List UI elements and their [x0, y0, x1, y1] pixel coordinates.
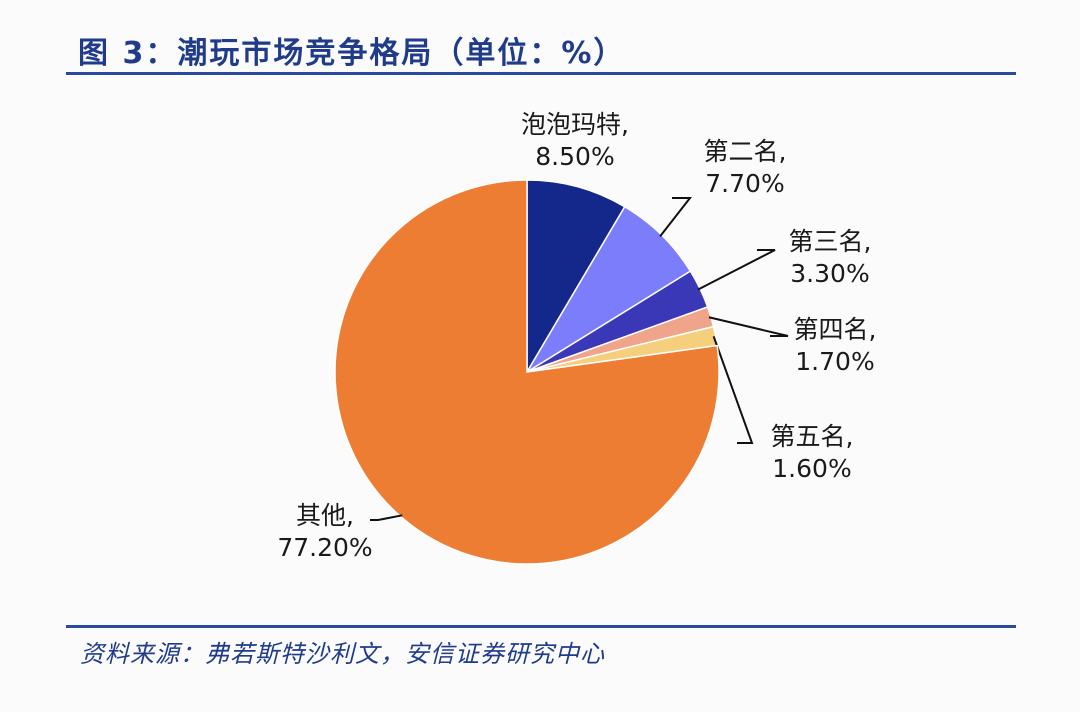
pie-slice — [526, 179, 626, 375]
slice-label: 第四名, — [794, 315, 877, 344]
leader-line — [659, 197, 693, 238]
slice-value-label: 8.50% — [535, 142, 614, 171]
chart-title: 图 3：潮玩市场竞争格局（单位：%） — [78, 36, 626, 71]
source-note: 资料来源：弗若斯特沙利文，安信证券研究中心 — [80, 640, 605, 668]
slice-label: 第五名, — [771, 422, 854, 451]
pie-slice — [334, 179, 720, 565]
slice-value-label: 3.30% — [790, 259, 869, 288]
slice-value-label: 1.60% — [772, 454, 851, 483]
slice-label: 其他, — [296, 501, 354, 530]
leader-line — [370, 514, 403, 521]
leader-line — [697, 249, 776, 291]
slice-value-label: 1.70% — [795, 347, 874, 376]
leader-line — [712, 336, 754, 444]
leader-line — [708, 316, 789, 337]
title-divider — [66, 72, 1016, 75]
source-divider — [66, 625, 1016, 628]
slice-label: 泡泡玛特, — [521, 110, 629, 139]
slice-value-label: 77.20% — [277, 533, 372, 562]
slice-value-label: 7.70% — [705, 169, 784, 198]
slice-label: 第三名, — [789, 227, 872, 256]
slice-label: 第二名, — [704, 137, 787, 166]
